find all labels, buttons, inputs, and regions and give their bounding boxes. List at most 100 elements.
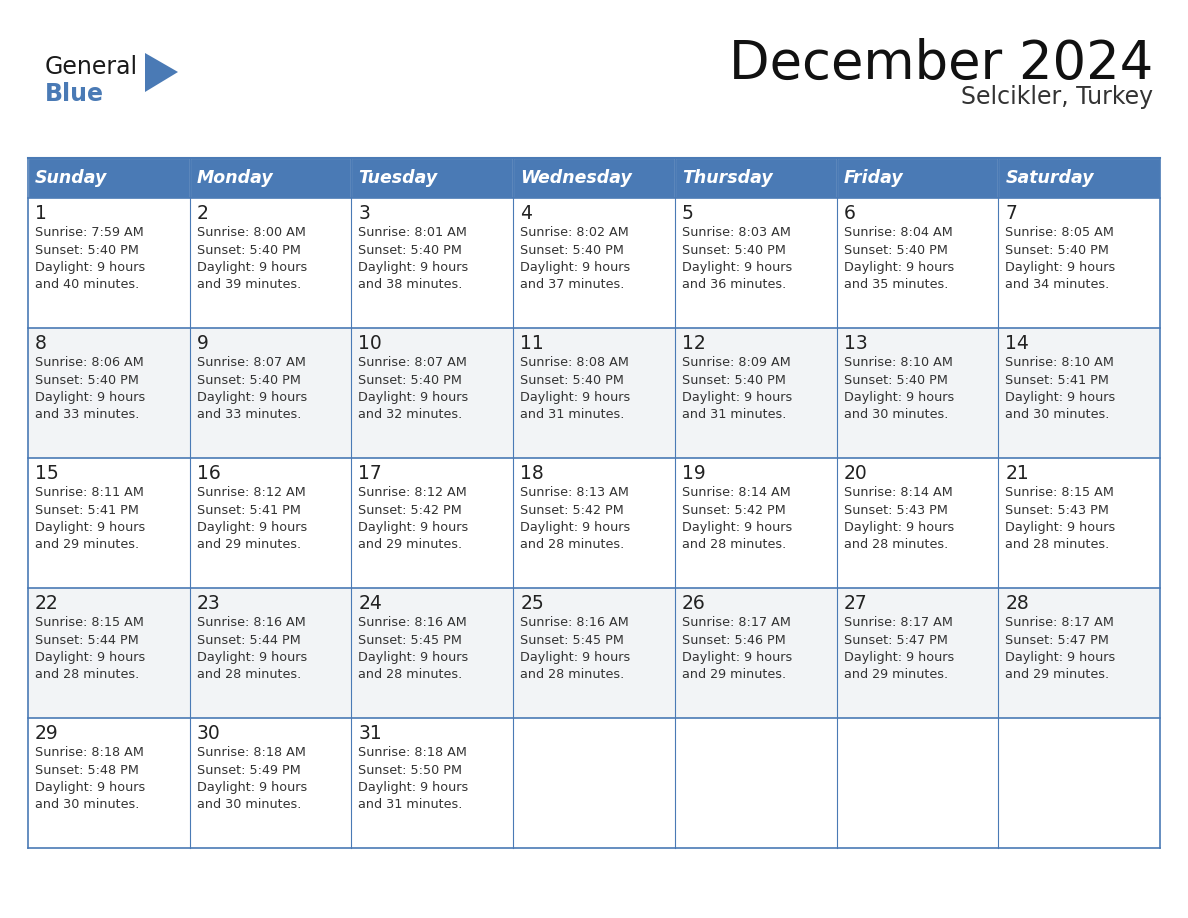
Bar (190, 198, 352, 328)
Text: Sunrise: 8:17 AM
Sunset: 5:47 PM
Daylight: 9 hours
and 29 minutes.: Sunrise: 8:17 AM Sunset: 5:47 PM Dayligh… (843, 616, 954, 681)
Text: 8: 8 (34, 334, 46, 353)
Text: 11: 11 (520, 334, 544, 353)
Text: 26: 26 (682, 594, 706, 613)
Text: Sunrise: 8:14 AM
Sunset: 5:43 PM
Daylight: 9 hours
and 28 minutes.: Sunrise: 8:14 AM Sunset: 5:43 PM Dayligh… (843, 486, 954, 552)
Text: Sunrise: 8:05 AM
Sunset: 5:40 PM
Daylight: 9 hours
and 34 minutes.: Sunrise: 8:05 AM Sunset: 5:40 PM Dayligh… (1005, 226, 1116, 292)
Text: Sunrise: 8:12 AM
Sunset: 5:42 PM
Daylight: 9 hours
and 29 minutes.: Sunrise: 8:12 AM Sunset: 5:42 PM Dayligh… (359, 486, 469, 552)
Bar (675, 718, 836, 848)
Text: 21: 21 (1005, 464, 1029, 483)
Bar (29, 588, 190, 718)
Text: Selcikler, Turkey: Selcikler, Turkey (961, 85, 1154, 109)
Text: Sunrise: 8:15 AM
Sunset: 5:43 PM
Daylight: 9 hours
and 28 minutes.: Sunrise: 8:15 AM Sunset: 5:43 PM Dayligh… (1005, 486, 1116, 552)
Text: Sunrise: 7:59 AM
Sunset: 5:40 PM
Daylight: 9 hours
and 40 minutes.: Sunrise: 7:59 AM Sunset: 5:40 PM Dayligh… (34, 226, 145, 292)
Bar (190, 158, 352, 198)
Text: Blue: Blue (45, 82, 105, 106)
Text: 10: 10 (359, 334, 383, 353)
Bar (513, 718, 675, 848)
Text: 9: 9 (197, 334, 209, 353)
Text: 13: 13 (843, 334, 867, 353)
Bar (513, 158, 675, 198)
Bar (998, 158, 1159, 198)
Text: Tuesday: Tuesday (359, 169, 437, 187)
Text: Wednesday: Wednesday (520, 169, 632, 187)
Bar (29, 718, 190, 848)
Text: General: General (45, 55, 138, 79)
Bar (675, 588, 836, 718)
Bar (352, 718, 513, 848)
Text: Sunrise: 8:13 AM
Sunset: 5:42 PM
Daylight: 9 hours
and 28 minutes.: Sunrise: 8:13 AM Sunset: 5:42 PM Dayligh… (520, 486, 631, 552)
Text: Sunrise: 8:10 AM
Sunset: 5:41 PM
Daylight: 9 hours
and 30 minutes.: Sunrise: 8:10 AM Sunset: 5:41 PM Dayligh… (1005, 356, 1116, 421)
Text: 7: 7 (1005, 204, 1017, 223)
Text: Sunrise: 8:07 AM
Sunset: 5:40 PM
Daylight: 9 hours
and 32 minutes.: Sunrise: 8:07 AM Sunset: 5:40 PM Dayligh… (359, 356, 469, 421)
Text: 16: 16 (197, 464, 221, 483)
Bar (998, 328, 1159, 458)
Text: 2: 2 (197, 204, 209, 223)
Text: Sunrise: 8:09 AM
Sunset: 5:40 PM
Daylight: 9 hours
and 31 minutes.: Sunrise: 8:09 AM Sunset: 5:40 PM Dayligh… (682, 356, 792, 421)
Bar (352, 198, 513, 328)
Bar (836, 458, 998, 588)
Text: Sunrise: 8:16 AM
Sunset: 5:45 PM
Daylight: 9 hours
and 28 minutes.: Sunrise: 8:16 AM Sunset: 5:45 PM Dayligh… (520, 616, 631, 681)
Bar (190, 588, 352, 718)
Bar (836, 158, 998, 198)
Bar (998, 588, 1159, 718)
Bar (190, 458, 352, 588)
Text: Sunrise: 8:01 AM
Sunset: 5:40 PM
Daylight: 9 hours
and 38 minutes.: Sunrise: 8:01 AM Sunset: 5:40 PM Dayligh… (359, 226, 469, 292)
Bar (836, 198, 998, 328)
Text: 19: 19 (682, 464, 706, 483)
Bar (998, 718, 1159, 848)
Bar (352, 328, 513, 458)
Text: 5: 5 (682, 204, 694, 223)
Bar (836, 588, 998, 718)
Text: December 2024: December 2024 (728, 38, 1154, 90)
Text: 20: 20 (843, 464, 867, 483)
Bar (352, 588, 513, 718)
Text: Friday: Friday (843, 169, 903, 187)
Bar (998, 198, 1159, 328)
Text: 4: 4 (520, 204, 532, 223)
Text: 31: 31 (359, 724, 383, 743)
Text: Sunrise: 8:12 AM
Sunset: 5:41 PM
Daylight: 9 hours
and 29 minutes.: Sunrise: 8:12 AM Sunset: 5:41 PM Dayligh… (197, 486, 307, 552)
Text: 22: 22 (34, 594, 58, 613)
Text: 3: 3 (359, 204, 371, 223)
Text: Monday: Monday (197, 169, 273, 187)
Text: Sunrise: 8:16 AM
Sunset: 5:45 PM
Daylight: 9 hours
and 28 minutes.: Sunrise: 8:16 AM Sunset: 5:45 PM Dayligh… (359, 616, 469, 681)
Text: Sunrise: 8:14 AM
Sunset: 5:42 PM
Daylight: 9 hours
and 28 minutes.: Sunrise: 8:14 AM Sunset: 5:42 PM Dayligh… (682, 486, 792, 552)
Text: Sunrise: 8:03 AM
Sunset: 5:40 PM
Daylight: 9 hours
and 36 minutes.: Sunrise: 8:03 AM Sunset: 5:40 PM Dayligh… (682, 226, 792, 292)
Bar (513, 458, 675, 588)
Text: 18: 18 (520, 464, 544, 483)
Bar (998, 458, 1159, 588)
Bar (836, 328, 998, 458)
Text: Sunrise: 8:06 AM
Sunset: 5:40 PM
Daylight: 9 hours
and 33 minutes.: Sunrise: 8:06 AM Sunset: 5:40 PM Dayligh… (34, 356, 145, 421)
Bar (675, 328, 836, 458)
Text: 27: 27 (843, 594, 867, 613)
Text: Sunrise: 8:04 AM
Sunset: 5:40 PM
Daylight: 9 hours
and 35 minutes.: Sunrise: 8:04 AM Sunset: 5:40 PM Dayligh… (843, 226, 954, 292)
Bar (675, 198, 836, 328)
Bar (836, 718, 998, 848)
Text: Sunrise: 8:18 AM
Sunset: 5:49 PM
Daylight: 9 hours
and 30 minutes.: Sunrise: 8:18 AM Sunset: 5:49 PM Dayligh… (197, 746, 307, 812)
Text: 30: 30 (197, 724, 221, 743)
Text: Sunrise: 8:02 AM
Sunset: 5:40 PM
Daylight: 9 hours
and 37 minutes.: Sunrise: 8:02 AM Sunset: 5:40 PM Dayligh… (520, 226, 631, 292)
Text: #1a1a1a: #1a1a1a (45, 52, 51, 53)
Bar (675, 458, 836, 588)
Text: Sunday: Sunday (34, 169, 107, 187)
Text: Sunrise: 8:16 AM
Sunset: 5:44 PM
Daylight: 9 hours
and 28 minutes.: Sunrise: 8:16 AM Sunset: 5:44 PM Dayligh… (197, 616, 307, 681)
Bar (352, 458, 513, 588)
Text: Sunrise: 8:10 AM
Sunset: 5:40 PM
Daylight: 9 hours
and 30 minutes.: Sunrise: 8:10 AM Sunset: 5:40 PM Dayligh… (843, 356, 954, 421)
Bar (29, 328, 190, 458)
Bar (29, 458, 190, 588)
Bar (190, 328, 352, 458)
Text: 1: 1 (34, 204, 46, 223)
Bar (513, 328, 675, 458)
Text: Saturday: Saturday (1005, 169, 1094, 187)
Text: Sunrise: 8:18 AM
Sunset: 5:50 PM
Daylight: 9 hours
and 31 minutes.: Sunrise: 8:18 AM Sunset: 5:50 PM Dayligh… (359, 746, 469, 812)
Text: Sunrise: 8:11 AM
Sunset: 5:41 PM
Daylight: 9 hours
and 29 minutes.: Sunrise: 8:11 AM Sunset: 5:41 PM Dayligh… (34, 486, 145, 552)
Bar (513, 588, 675, 718)
Text: 24: 24 (359, 594, 383, 613)
Bar (352, 158, 513, 198)
Text: 17: 17 (359, 464, 383, 483)
Text: 6: 6 (843, 204, 855, 223)
Text: Sunrise: 8:00 AM
Sunset: 5:40 PM
Daylight: 9 hours
and 39 minutes.: Sunrise: 8:00 AM Sunset: 5:40 PM Dayligh… (197, 226, 307, 292)
Text: 23: 23 (197, 594, 221, 613)
Text: 15: 15 (34, 464, 58, 483)
Text: 14: 14 (1005, 334, 1029, 353)
